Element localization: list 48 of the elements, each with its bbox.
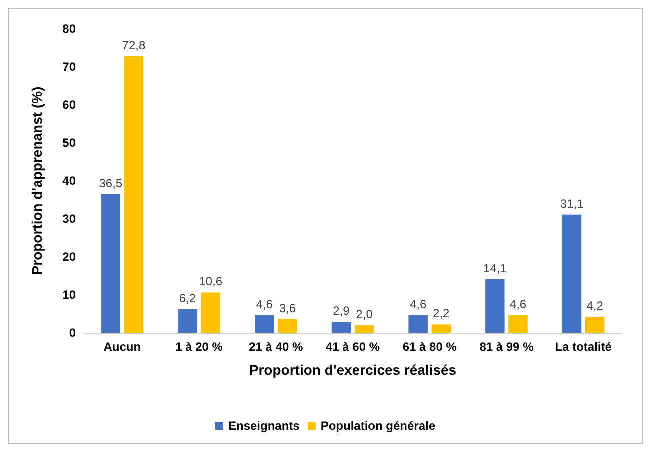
bar: [508, 316, 528, 333]
x-axis-title: Proportion d'exercices réalisés: [249, 362, 457, 378]
bar: [408, 316, 428, 333]
x-tick-label: 61 à 80 %: [402, 340, 458, 354]
x-tick-label: 81 à 99 %: [480, 340, 534, 354]
x-tick-label: 21 à 40 %: [249, 340, 304, 354]
data-label: 31,1: [560, 196, 584, 211]
y-tick-label: 0: [69, 326, 76, 340]
y-tick-label: 40: [62, 174, 76, 188]
bar: [562, 214, 582, 333]
legend-label: Population générale: [320, 419, 436, 433]
bar: [332, 322, 352, 333]
bar: [124, 56, 144, 333]
bar: [585, 317, 605, 333]
y-axis-title: Proportion d'apprenanst (%): [29, 86, 45, 276]
data-label: 4,6: [510, 298, 527, 312]
y-tick-label: 50: [62, 136, 76, 150]
data-label: 4,2: [586, 299, 604, 314]
data-label: 2,0: [356, 307, 374, 322]
data-label: 2,9: [333, 304, 350, 318]
bar: [486, 279, 505, 333]
data-label: 14,1: [484, 261, 508, 276]
data-label: 6,2: [179, 291, 196, 306]
y-tick-label: 30: [62, 212, 76, 226]
x-tick-label: 1 à 20 %: [176, 340, 224, 354]
x-tick-label: Aucun: [104, 340, 142, 354]
x-tick-label: 41 à 60 %: [326, 340, 380, 354]
bar: [432, 324, 451, 333]
y-tick-label: 20: [62, 250, 76, 264]
data-label: 3,6: [279, 301, 296, 316]
bar: [201, 292, 220, 333]
bar: [278, 319, 298, 333]
y-tick-label: 80: [62, 22, 76, 36]
data-label: 10,6: [199, 274, 223, 289]
data-label: 72,8: [122, 38, 146, 52]
data-label: 4,6: [256, 298, 274, 312]
y-tick-label: 60: [62, 98, 76, 112]
data-label: 2,2: [433, 306, 450, 321]
bar: [178, 309, 198, 333]
bar: [101, 194, 121, 333]
data-label: 4,6: [410, 298, 427, 312]
y-tick-label: 70: [62, 60, 76, 74]
bar: [354, 325, 374, 333]
y-tick-label: 10: [62, 288, 76, 302]
data-label: 36,5: [99, 176, 123, 190]
bar: [255, 316, 274, 333]
x-tick-label: La totalité: [555, 340, 612, 354]
legend-label: Enseignants: [228, 419, 300, 433]
